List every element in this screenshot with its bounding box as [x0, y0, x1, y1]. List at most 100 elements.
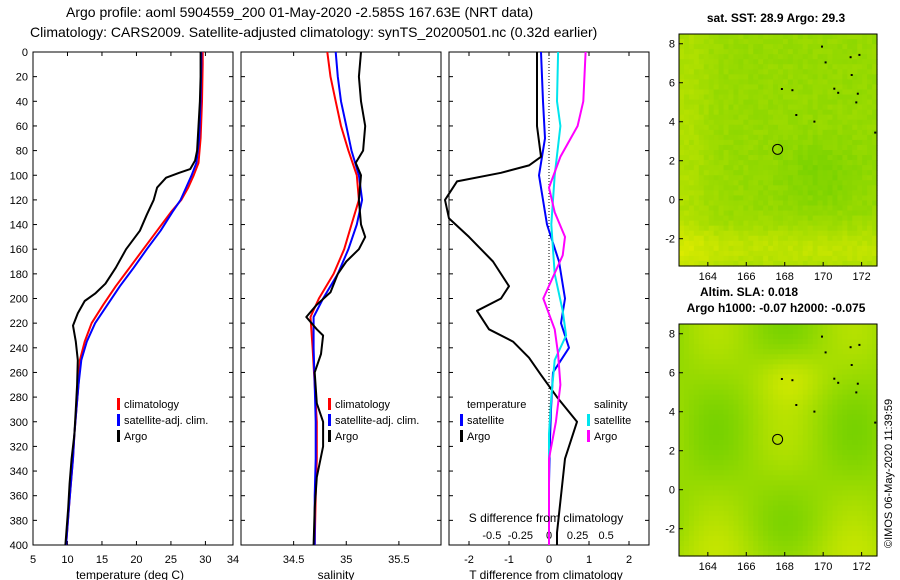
map-cell [807, 139, 814, 146]
map-cell [872, 465, 878, 471]
map-cell [852, 139, 858, 146]
map-cell [768, 260, 774, 267]
map-cell [773, 99, 779, 106]
map-cell [758, 525, 764, 532]
map-cell [832, 155, 838, 161]
map-cell [797, 109, 804, 116]
map-cell [728, 129, 735, 136]
map-cell [708, 369, 715, 376]
map-cell [758, 470, 764, 476]
map-cell [773, 424, 779, 431]
map-cell [708, 49, 715, 55]
map-cell [862, 480, 868, 486]
map-cell [773, 255, 779, 262]
map-cell [852, 490, 858, 497]
map-cell [867, 160, 873, 166]
map-cell [867, 155, 873, 161]
map-cell [683, 429, 690, 436]
map-cell [832, 250, 838, 257]
map-cell [817, 349, 824, 355]
map-cell [867, 250, 873, 257]
map-cell [773, 44, 779, 50]
map-cell [763, 409, 769, 416]
map-cell [862, 510, 868, 517]
map-cell [773, 384, 779, 391]
map-cell [763, 134, 769, 141]
map-cell [822, 394, 829, 401]
map-cell [862, 205, 868, 212]
map-cell [723, 64, 730, 70]
map-cell [698, 525, 705, 532]
map-cell [773, 495, 779, 502]
map-cell [738, 170, 744, 176]
map-cell [842, 49, 848, 55]
map-cell [743, 465, 749, 471]
map-cell [802, 440, 809, 446]
map-cell [862, 429, 868, 436]
map-cell [812, 354, 819, 360]
map-cell [753, 374, 759, 381]
map-cell [842, 165, 848, 171]
map-cell [872, 44, 878, 50]
y-tick-label: 120 [10, 195, 28, 207]
map-cell [847, 490, 853, 497]
map-cell [787, 475, 794, 481]
map-cell [778, 155, 784, 161]
map-cell [698, 79, 705, 86]
map-cell [683, 255, 690, 262]
island [856, 92, 859, 95]
map-cell [837, 185, 843, 191]
map-cell [683, 490, 690, 497]
map-cell [817, 79, 824, 86]
map-cell [723, 545, 730, 552]
map-cell [693, 470, 700, 476]
map-cell [703, 114, 710, 121]
map-cell [738, 324, 744, 330]
map-cell [812, 359, 819, 365]
map-cell [718, 359, 725, 365]
map-cell [797, 505, 804, 512]
map-cell [748, 240, 754, 247]
map-cell [688, 124, 695, 131]
map-cell [703, 109, 710, 116]
map-cell [723, 170, 730, 176]
map-cell [822, 404, 829, 411]
map-cell [718, 525, 725, 532]
map-cell [679, 250, 685, 257]
map-cell [817, 470, 824, 476]
map-cell [693, 334, 700, 340]
map-cell [807, 124, 814, 131]
map-cell [683, 440, 690, 446]
map-cell [822, 450, 829, 456]
map-cell [807, 440, 814, 446]
map-cell [773, 155, 779, 161]
map-cell [768, 215, 774, 222]
map-cell [773, 190, 779, 196]
map-cell [683, 470, 690, 476]
map-cell [812, 200, 819, 207]
map-cell [837, 480, 843, 486]
map-cell [718, 165, 725, 171]
map-cell [827, 190, 834, 196]
map-cell [837, 505, 843, 512]
map-cell [802, 49, 809, 55]
map-cell [718, 535, 725, 542]
map-cell [758, 369, 764, 376]
map-cell [787, 69, 794, 75]
map-cell [763, 104, 769, 111]
map-cell [867, 220, 873, 227]
map-cell [852, 500, 858, 507]
map-cell [753, 465, 759, 471]
map-cell [718, 215, 725, 222]
map-cell [753, 195, 759, 202]
x-tick-label: -1 [504, 554, 514, 566]
map-cell [852, 155, 858, 161]
map-cell [857, 220, 863, 227]
map-cell [703, 510, 710, 517]
map-cell [792, 389, 799, 396]
map-cell [847, 500, 853, 507]
map-cell [748, 79, 754, 86]
map-cell [778, 79, 784, 86]
map-cell [753, 475, 759, 481]
map-cell [857, 515, 863, 522]
